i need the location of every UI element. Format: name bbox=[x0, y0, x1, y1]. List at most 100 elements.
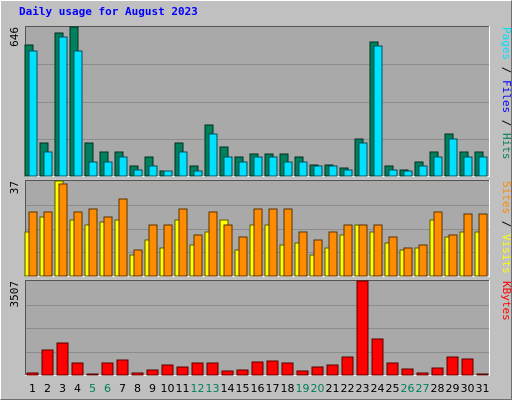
bar-files-23 bbox=[358, 142, 368, 177]
bar-kbytes-6 bbox=[101, 362, 114, 376]
side-label-part: / bbox=[500, 214, 512, 234]
bar-files-1 bbox=[28, 50, 38, 177]
panel-1: 646 Pages / Files / Hits bbox=[8, 26, 512, 177]
panel-3: 3507 KBytes bbox=[8, 280, 512, 376]
bar-visits-4 bbox=[73, 211, 83, 277]
bar-kbytes-3 bbox=[56, 342, 69, 376]
bar-files-10 bbox=[163, 170, 173, 177]
bar-kbytes-10 bbox=[161, 364, 174, 376]
bar-visits-30 bbox=[463, 213, 473, 277]
x-tick-label: 27 bbox=[416, 382, 430, 395]
x-tick-label: 20 bbox=[311, 382, 325, 395]
y-max-label: 646 bbox=[8, 27, 21, 47]
panel-2: 37 Sites / Visits bbox=[8, 180, 512, 277]
bar-files-22 bbox=[343, 169, 353, 177]
bar-kbytes-11 bbox=[176, 366, 189, 376]
bar-visits-26 bbox=[403, 247, 413, 277]
bar-visits-9 bbox=[148, 224, 158, 277]
x-tick-label: 25 bbox=[386, 382, 400, 395]
bar-visits-7 bbox=[118, 198, 128, 277]
x-tick-label: 29 bbox=[446, 382, 460, 395]
x-tick-label: 4 bbox=[74, 382, 81, 395]
side-label-part: / bbox=[500, 113, 512, 133]
bar-visits-21 bbox=[328, 231, 338, 277]
bar-kbytes-28 bbox=[431, 367, 444, 376]
bar-files-3 bbox=[58, 36, 68, 177]
x-tick-label: 7 bbox=[119, 382, 126, 395]
side-label-part: Files bbox=[500, 80, 512, 113]
x-tick-label: 11 bbox=[176, 382, 190, 395]
bar-visits-22 bbox=[343, 224, 353, 277]
x-tick-label: 30 bbox=[461, 382, 475, 395]
bar-kbytes-8 bbox=[131, 372, 144, 376]
side-label-part: KBytes bbox=[500, 281, 512, 321]
y-max-label: 3507 bbox=[8, 281, 21, 308]
side-label-part: Pages bbox=[500, 27, 512, 60]
bar-files-25 bbox=[388, 169, 398, 177]
x-tick-label: 13 bbox=[206, 382, 220, 395]
bar-files-9 bbox=[148, 165, 158, 177]
x-tick-label: 6 bbox=[104, 382, 111, 395]
x-tick-label: 16 bbox=[251, 382, 265, 395]
x-tick-label: 26 bbox=[401, 382, 415, 395]
bar-visits-31 bbox=[478, 213, 488, 277]
x-axis-labels: 1 2 3 4 5 6 7 8 9 10 11 12 13 14 15 16 17 18 19 20 21 22 23 24 2… bbox=[29, 382, 490, 395]
side-label-part: Hits bbox=[500, 133, 512, 160]
side-label-part: / bbox=[500, 60, 512, 80]
bar-kbytes-16 bbox=[251, 361, 264, 376]
bar-files-14 bbox=[223, 156, 233, 177]
bar-visits-8 bbox=[133, 249, 143, 277]
bar-files-28 bbox=[433, 156, 443, 177]
bar-files-6 bbox=[103, 161, 113, 177]
x-tick-label: 19 bbox=[296, 382, 310, 395]
x-tick-label: 9 bbox=[149, 382, 156, 395]
bar-files-26 bbox=[403, 170, 413, 177]
bar-files-4 bbox=[73, 50, 83, 177]
x-tick-label: 23 bbox=[356, 382, 370, 395]
chart-title: Daily usage for August 2023 bbox=[19, 5, 198, 18]
bar-kbytes-4 bbox=[71, 362, 84, 376]
bar-kbytes-24 bbox=[371, 338, 384, 376]
bar-visits-24 bbox=[373, 224, 383, 277]
bar-kbytes-5 bbox=[86, 373, 99, 376]
bar-files-17 bbox=[268, 156, 278, 177]
bar-visits-29 bbox=[448, 234, 458, 277]
x-tick-label: 22 bbox=[341, 382, 355, 395]
x-tick-label: 15 bbox=[236, 382, 250, 395]
bar-files-24 bbox=[373, 45, 383, 177]
bar-kbytes-17 bbox=[266, 360, 279, 376]
bar-files-11 bbox=[178, 151, 188, 177]
bar-visits-10 bbox=[163, 224, 173, 277]
bar-files-27 bbox=[418, 165, 428, 177]
bar-files-21 bbox=[328, 165, 338, 177]
bar-kbytes-23 bbox=[356, 280, 369, 376]
plot-bevel bbox=[25, 280, 490, 376]
bar-kbytes-25 bbox=[386, 362, 399, 376]
x-tick-label: 12 bbox=[191, 382, 205, 395]
bar-visits-2 bbox=[43, 211, 53, 277]
x-tick-label: 1 bbox=[29, 382, 36, 395]
bar-files-29 bbox=[448, 138, 458, 177]
bar-files-2 bbox=[43, 151, 53, 177]
bar-visits-28 bbox=[433, 211, 443, 277]
x-tick-label: 5 bbox=[89, 382, 96, 395]
bar-files-19 bbox=[298, 161, 308, 177]
bar-kbytes-27 bbox=[416, 372, 429, 376]
bar-visits-15 bbox=[238, 236, 248, 277]
bar-kbytes-22 bbox=[341, 356, 354, 376]
bar-kbytes-31 bbox=[476, 373, 489, 376]
bar-kbytes-1 bbox=[26, 372, 39, 376]
bar-kbytes-7 bbox=[116, 359, 129, 376]
bar-files-8 bbox=[133, 169, 143, 177]
bar-visits-12 bbox=[193, 234, 203, 277]
series-side-label: Pages / Files / Hits bbox=[500, 27, 512, 160]
x-tick-label: 21 bbox=[326, 382, 340, 395]
bar-visits-11 bbox=[178, 208, 188, 277]
x-tick-label: 31 bbox=[476, 382, 490, 395]
bar-visits-19 bbox=[298, 231, 308, 277]
x-tick-label: 14 bbox=[221, 382, 235, 395]
bar-files-20 bbox=[313, 165, 323, 177]
bar-kbytes-9 bbox=[146, 369, 159, 376]
